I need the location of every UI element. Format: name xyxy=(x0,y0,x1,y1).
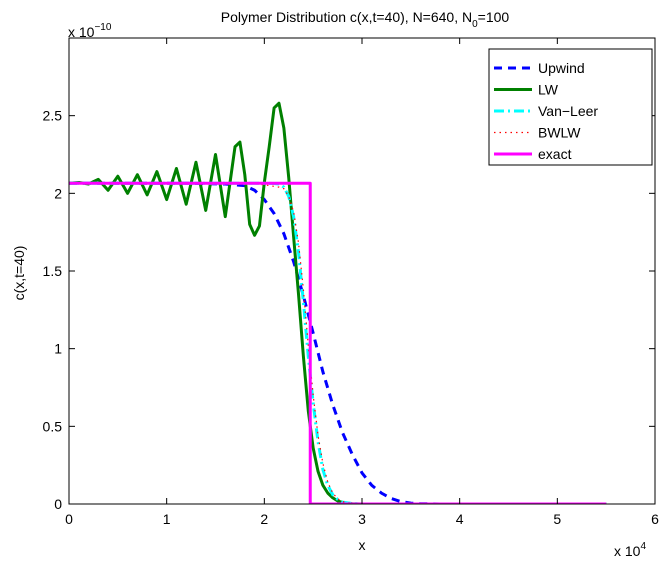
y-tick-label: 2.5 xyxy=(43,108,63,124)
tick-layer: 0 1 2 3 4 5 6 0 0.5 1 1.5 2 2.5 xyxy=(43,38,659,527)
legend-label-lw: LW xyxy=(538,82,559,98)
y-tick-label: 1 xyxy=(54,341,62,357)
chart-title: Polymer Distribution c(x,t=40), N=640, N… xyxy=(221,9,510,30)
series-line-bwlw xyxy=(69,182,607,504)
x-tick-label: 5 xyxy=(553,511,561,527)
x-tick-label: 1 xyxy=(163,511,171,527)
x-tick-label: 3 xyxy=(358,511,366,527)
legend-label-exact: exact xyxy=(538,146,572,162)
series-line-exact xyxy=(69,181,607,504)
x-tick-label: 4 xyxy=(456,511,464,527)
x-tick-label: 6 xyxy=(651,511,659,527)
plot-area: 0 1 2 3 4 5 6 0 0.5 1 1.5 2 2.5 xyxy=(43,37,659,527)
series-line-lw xyxy=(69,101,607,504)
legend-items: Upwind LW Van−Leer BWLW exact xyxy=(494,60,598,162)
x-tick-label: 0 xyxy=(65,511,73,527)
y-tick-label: 0 xyxy=(54,496,62,512)
x-axis-label: x xyxy=(359,537,366,553)
legend-label-van-leer: Van−Leer xyxy=(538,103,598,119)
series-layer xyxy=(69,101,607,504)
x-axis-multiplier: x 104 xyxy=(614,541,646,559)
legend-box xyxy=(488,48,653,166)
x-tick-label: 2 xyxy=(260,511,268,527)
legend-label-upwind: Upwind xyxy=(538,60,585,76)
legend-label-bwlw: BWLW xyxy=(538,125,581,141)
y-axis-multiplier: x 10−10 xyxy=(68,22,112,40)
y-axis-label: c(x,t=40) xyxy=(11,246,27,301)
y-tick-label: 2 xyxy=(54,185,62,201)
legend: Upwind LW Van−Leer BWLW exact xyxy=(488,48,653,166)
y-tick-label: 0.5 xyxy=(43,418,63,434)
y-tick-label: 1.5 xyxy=(43,263,63,279)
